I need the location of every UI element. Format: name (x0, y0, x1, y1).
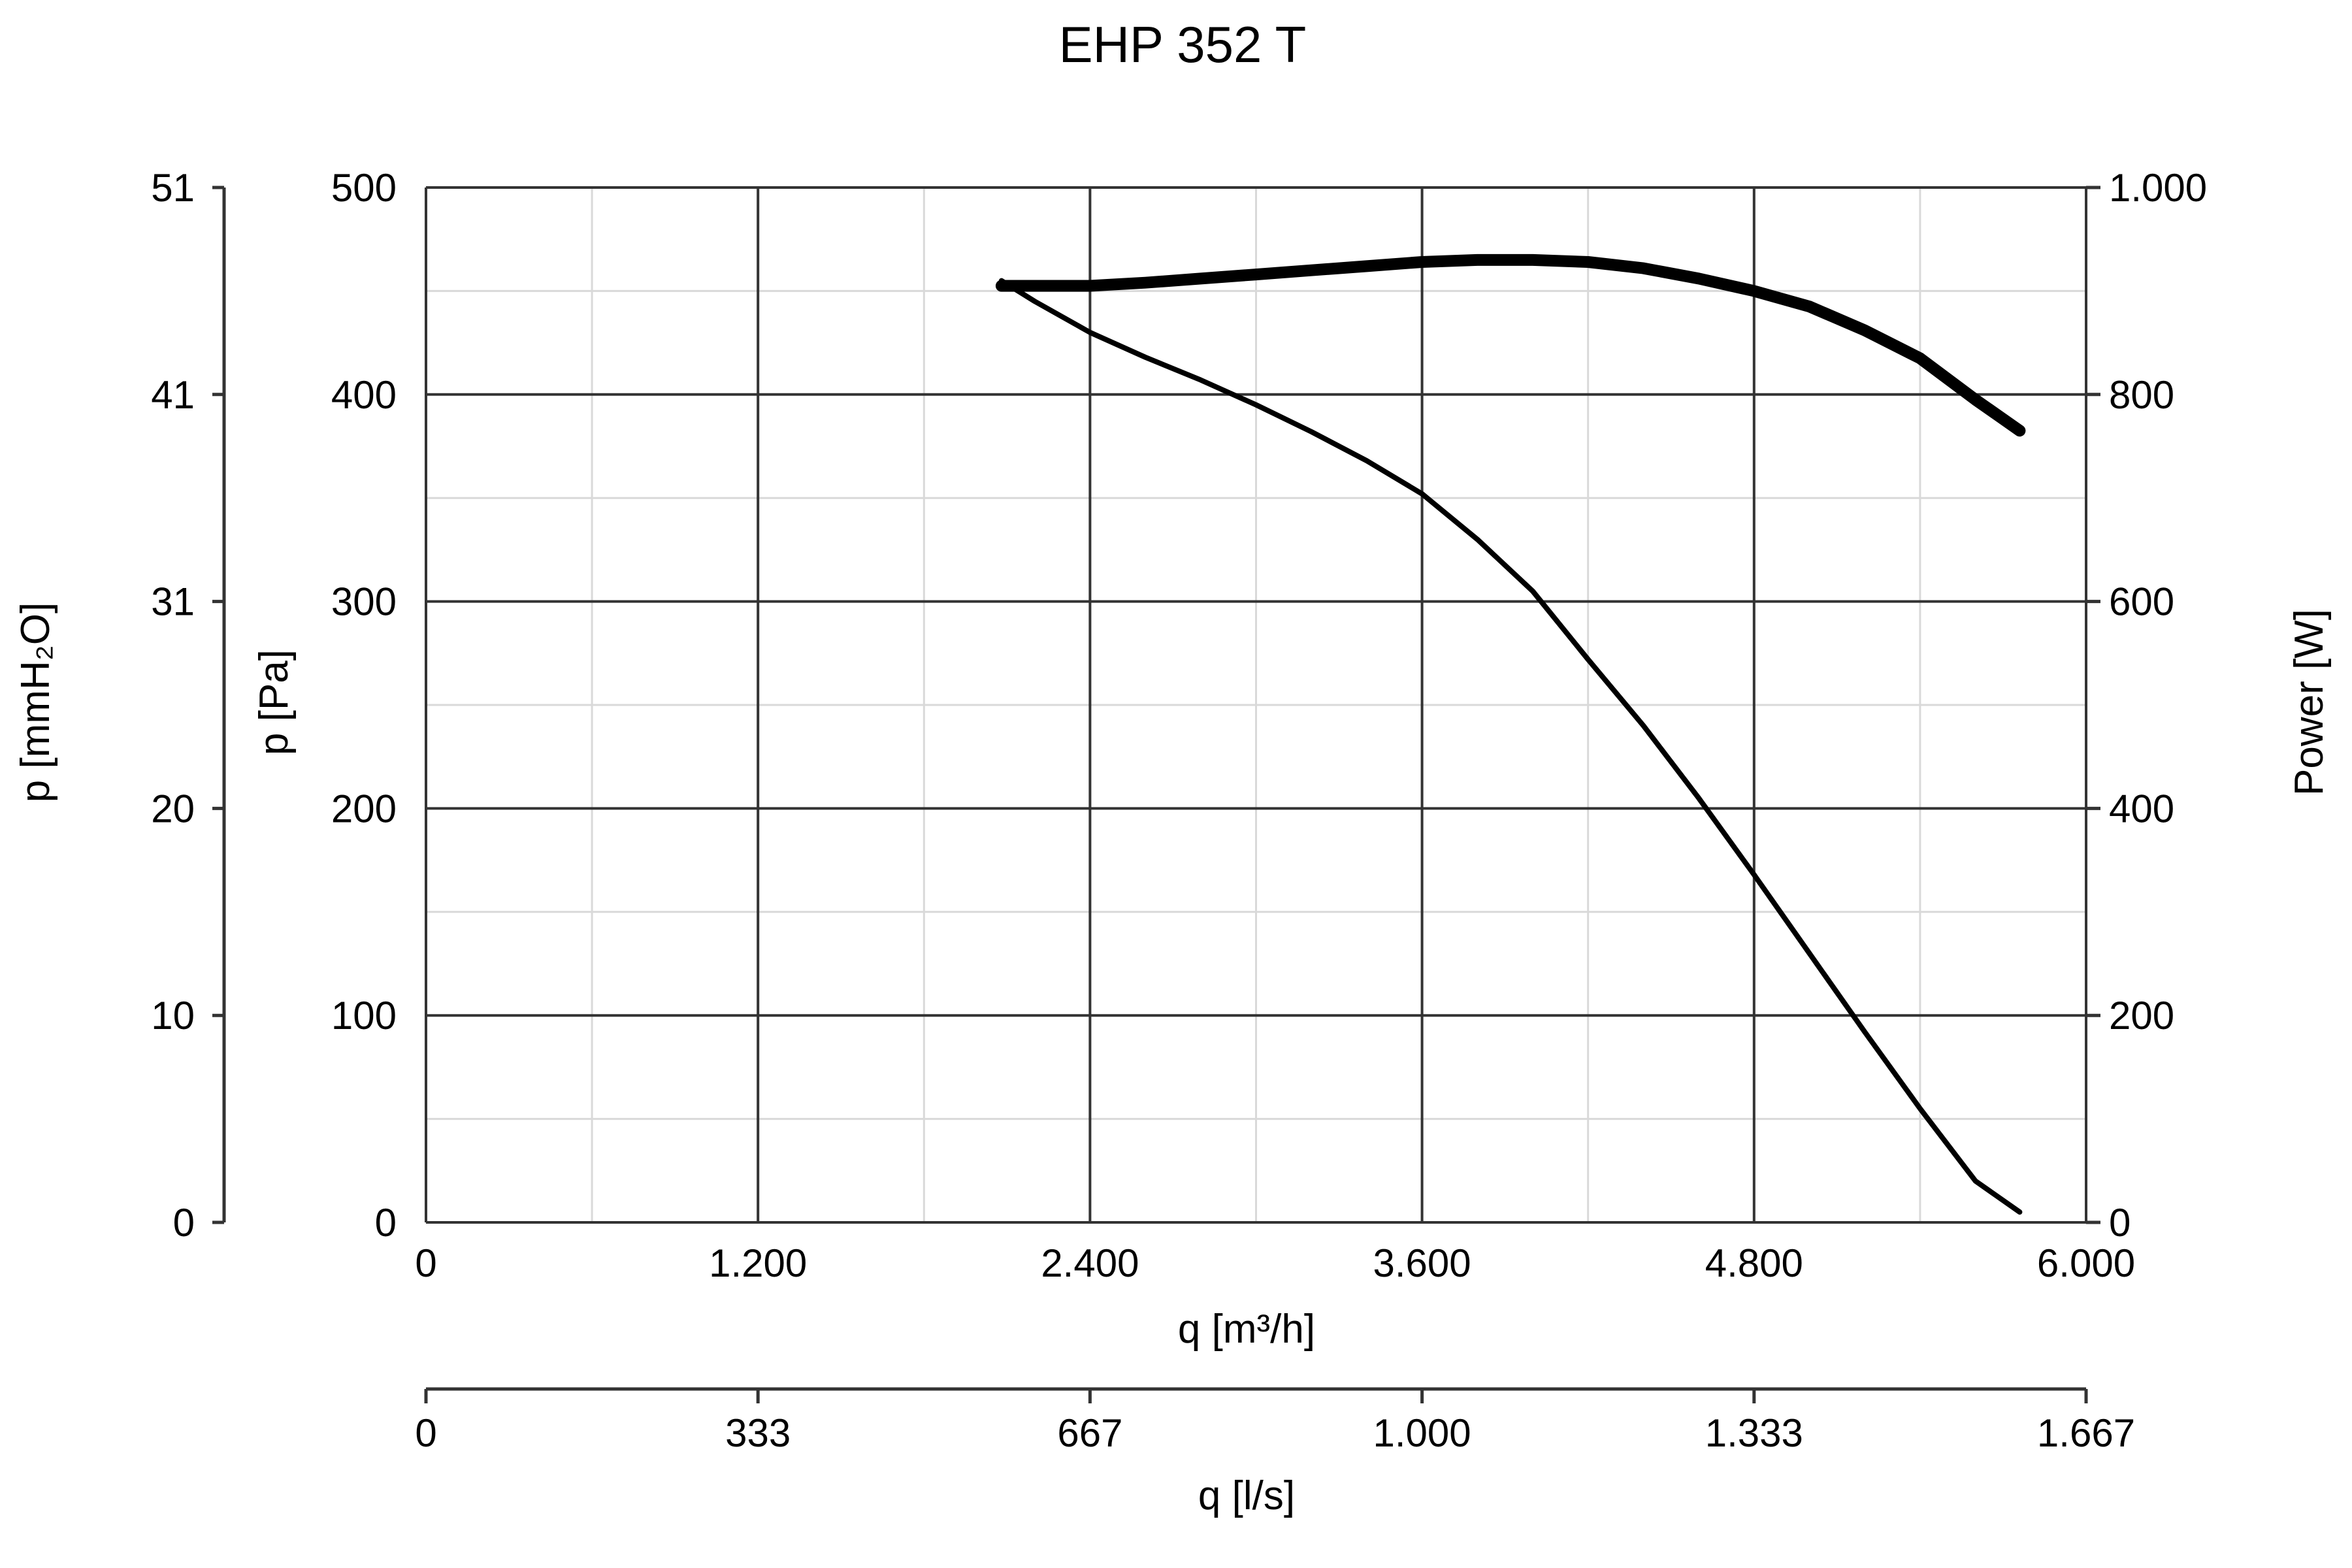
y2-tick-label: 1.000 (2109, 166, 2207, 210)
y-outer-tick-label: 0 (173, 1201, 195, 1245)
axes (212, 186, 2100, 1403)
y2-tick-label: 400 (2109, 787, 2174, 830)
x-axis-label: q [m³/h] (1178, 1307, 1315, 1352)
y2-tick-label: 800 (2109, 373, 2174, 417)
x-tick-label: 2.400 (1041, 1241, 1139, 1285)
series-layer (995, 253, 2026, 1215)
y-outer-tick-label: 51 (151, 166, 195, 210)
y2-axis-label: Power [W] (2287, 609, 2332, 796)
pressure-curve (998, 278, 2023, 1215)
y-tick-label: 100 (331, 994, 397, 1037)
x-tick-label: 0 (415, 1241, 436, 1285)
y2-tick-label: 0 (2109, 1201, 2131, 1245)
x-tick-label: 6.000 (2037, 1241, 2135, 1285)
x-tick-label: 4.800 (1705, 1241, 1803, 1285)
y-tick-label: 300 (331, 580, 397, 624)
power-curve (995, 253, 2026, 437)
y-outer-tick-label: 10 (151, 994, 195, 1037)
x2-axis-label: q [l/s] (1198, 1473, 1295, 1518)
y-tick-label: 200 (331, 787, 397, 830)
chart-title: EHP 352 T (1059, 16, 1307, 73)
y-outer-tick-label: 20 (151, 787, 195, 830)
y-outer-axis-label: p [mmH₂O] (13, 602, 58, 803)
x2-tick-label: 1.000 (1373, 1411, 1471, 1455)
y-axis-label: p [Pa] (252, 649, 297, 755)
x2-tick-label: 333 (725, 1411, 791, 1455)
x2-tick-label: 1.667 (2037, 1411, 2135, 1455)
x-tick-label: 1.200 (709, 1241, 807, 1285)
x2-tick-label: 1.333 (1705, 1411, 1803, 1455)
grid (425, 186, 2087, 1224)
x2-tick-label: 667 (1057, 1411, 1122, 1455)
y-outer-tick-label: 31 (151, 580, 195, 624)
x-tick-label: 3.600 (1373, 1241, 1471, 1285)
y2-tick-label: 600 (2109, 580, 2174, 624)
y-tick-label: 0 (375, 1201, 397, 1245)
y-tick-label: 500 (331, 166, 397, 210)
y2-tick-label: 200 (2109, 994, 2174, 1037)
y-outer-tick-label: 41 (151, 373, 195, 417)
y-tick-label: 400 (331, 373, 397, 417)
x2-tick-label: 0 (415, 1411, 436, 1455)
